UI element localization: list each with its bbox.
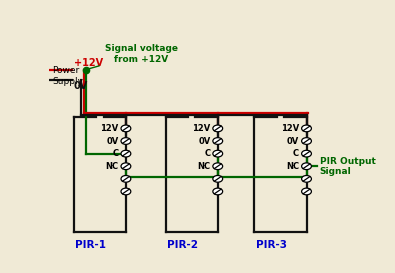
Text: PIR-1: PIR-1 — [75, 240, 106, 250]
Circle shape — [121, 163, 131, 170]
Circle shape — [302, 125, 311, 132]
Circle shape — [121, 125, 131, 132]
Circle shape — [213, 138, 223, 144]
Text: 0V: 0V — [198, 136, 211, 146]
Circle shape — [213, 125, 223, 132]
Text: Power
Supply: Power Supply — [53, 66, 83, 86]
Text: 12V: 12V — [281, 124, 299, 133]
Circle shape — [121, 188, 131, 195]
Text: 12V: 12V — [100, 124, 118, 133]
Circle shape — [213, 163, 223, 170]
Circle shape — [121, 138, 131, 144]
Text: 0V: 0V — [287, 136, 299, 146]
Text: 12V: 12V — [192, 124, 211, 133]
Circle shape — [121, 150, 131, 157]
Text: NC: NC — [197, 162, 211, 171]
Text: PIR-2: PIR-2 — [167, 240, 198, 250]
Text: NC: NC — [286, 162, 299, 171]
Text: C: C — [113, 149, 118, 158]
Text: C: C — [204, 149, 211, 158]
Circle shape — [213, 150, 223, 157]
Circle shape — [302, 150, 311, 157]
Text: NC: NC — [105, 162, 118, 171]
Circle shape — [302, 138, 311, 144]
Text: +12V: +12V — [73, 58, 103, 69]
Circle shape — [213, 176, 223, 182]
Circle shape — [121, 176, 131, 182]
Circle shape — [302, 176, 311, 182]
Text: 0V: 0V — [106, 136, 118, 146]
Circle shape — [213, 188, 223, 195]
Text: Signal voltage
from +12V: Signal voltage from +12V — [89, 44, 178, 69]
Text: PIR Output
Signal: PIR Output Signal — [320, 156, 376, 176]
Circle shape — [302, 163, 311, 170]
Text: PIR-3: PIR-3 — [256, 240, 287, 250]
Text: 0V: 0V — [73, 81, 88, 91]
Text: C: C — [293, 149, 299, 158]
Circle shape — [302, 188, 311, 195]
